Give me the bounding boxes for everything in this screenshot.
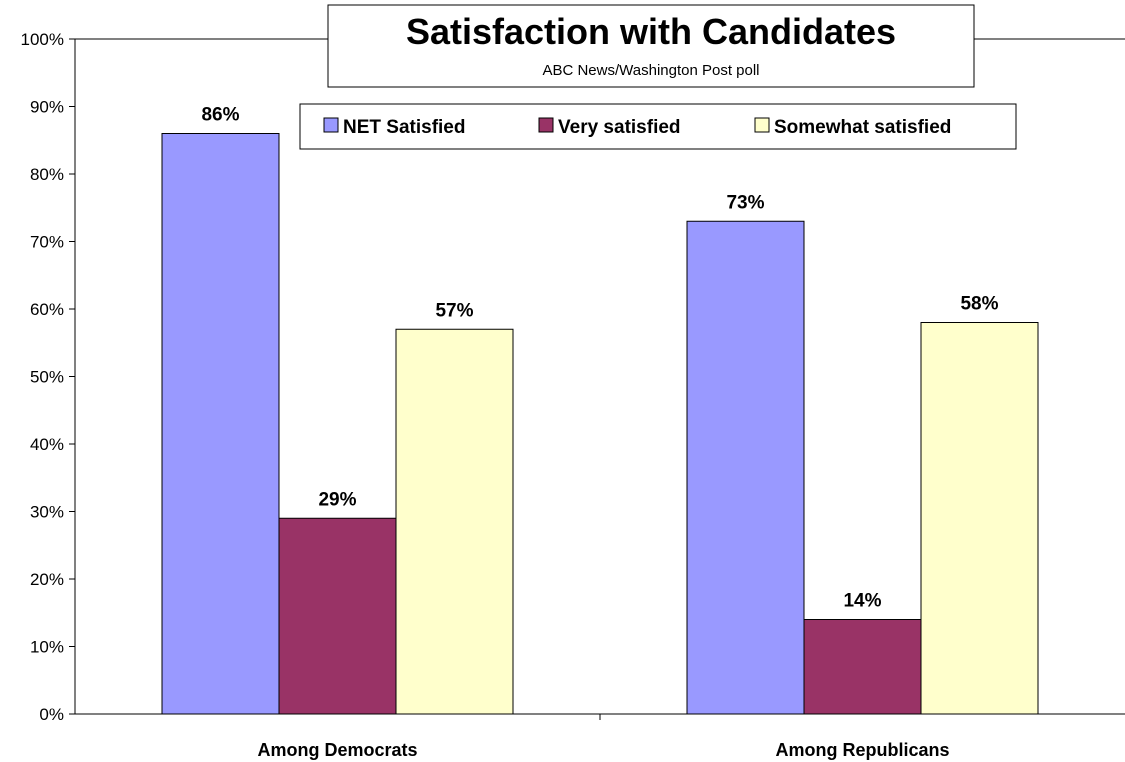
y-tick-label: 50%	[30, 368, 64, 387]
legend-swatch	[538, 117, 554, 133]
y-tick-label: 70%	[30, 233, 64, 252]
legend: NET Satisfied Very satisfied Somewhat sati…	[299, 103, 1017, 150]
data-label: 14%	[843, 591, 881, 612]
y-tick-label: 30%	[30, 503, 64, 522]
legend-swatch	[754, 117, 770, 133]
y-tick-label: 90%	[30, 98, 64, 117]
chart-title-box: Satisfaction with Candidates ABC News/Wa…	[327, 4, 975, 88]
title-box-frame	[327, 4, 975, 88]
data-label: 86%	[201, 105, 239, 126]
bar	[920, 322, 1039, 715]
legend-label: NET Satisfied	[343, 117, 465, 138]
bar	[803, 619, 922, 715]
bar	[395, 328, 514, 715]
bars	[161, 133, 1039, 715]
y-tick-label: 0%	[39, 705, 64, 724]
y-tick-label: 60%	[30, 300, 64, 319]
legend-label: Very satisfied	[558, 117, 681, 138]
data-label: 73%	[726, 192, 764, 213]
bar	[686, 220, 805, 715]
y-tick-label: 100%	[21, 30, 64, 49]
y-axis: 0% 10% 20% 30% 40% 50% 60% 70% 80% 90% 100%	[21, 30, 1125, 724]
legend-frame	[299, 103, 1017, 150]
chart-title: Satisfaction with Candidates	[406, 11, 896, 52]
x-category-label: Among Republicans	[775, 740, 949, 760]
bar	[161, 133, 280, 715]
data-label: 57%	[435, 300, 473, 321]
chart-subtitle: ABC News/Washington Post poll	[542, 62, 759, 79]
y-tick-label: 80%	[30, 165, 64, 184]
bar	[278, 517, 397, 715]
legend-label: Somewhat satisfied	[774, 117, 951, 138]
y-tick-label: 20%	[30, 570, 64, 589]
y-tick-label: 40%	[30, 435, 64, 454]
y-tick-label: 10%	[30, 638, 64, 657]
legend-swatch	[323, 117, 339, 133]
data-labels: 86% 29% 57% 73% 14% 58%	[201, 105, 998, 612]
x-category-label: Among Democrats	[257, 740, 417, 760]
data-label: 58%	[960, 294, 998, 315]
data-label: 29%	[318, 489, 356, 510]
x-axis: Among Democrats Among Republicans	[75, 713, 1125, 760]
